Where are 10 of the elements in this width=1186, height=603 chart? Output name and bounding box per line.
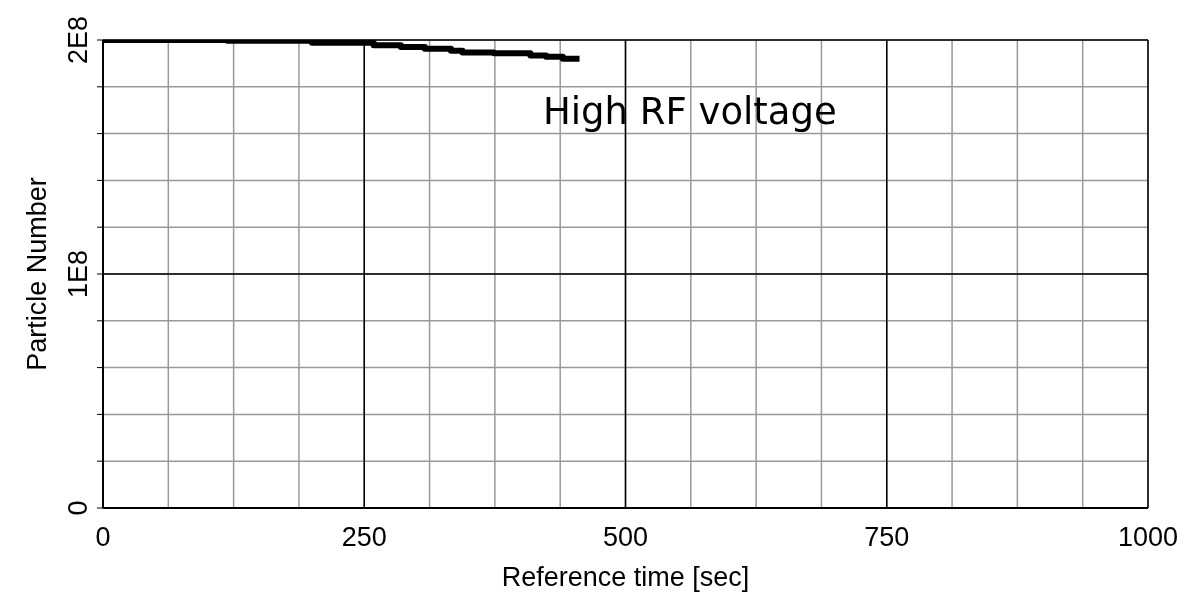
- annotation: High RF voltage: [543, 90, 837, 133]
- x-tick-label: 250: [341, 522, 387, 552]
- y-axis-title: Particle Number: [22, 177, 52, 371]
- y-tick-label: 0: [63, 500, 93, 516]
- y-tick-label: 2E8: [63, 15, 93, 65]
- x-axis-title: Reference time [sec]: [501, 562, 750, 592]
- x-tick-label: 1000: [1117, 522, 1179, 552]
- y-tick-label: 1E8: [63, 249, 93, 299]
- x-tick-label: 500: [602, 522, 649, 552]
- x-tick-label: 750: [864, 522, 910, 552]
